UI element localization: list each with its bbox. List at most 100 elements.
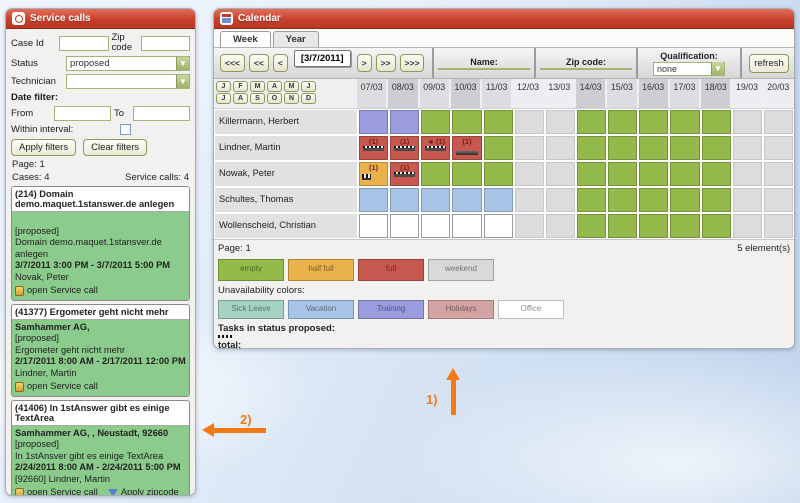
- calendar-cell[interactable]: [639, 110, 669, 134]
- calendar-cell[interactable]: [483, 110, 513, 134]
- calendar-cell[interactable]: [639, 214, 669, 238]
- month-button[interactable]: D: [301, 93, 316, 104]
- month-button[interactable]: J: [216, 93, 231, 104]
- calendar-cell[interactable]: [483, 188, 513, 212]
- calendar-cell[interactable]: [763, 188, 793, 212]
- calendar-cell[interactable]: [701, 214, 731, 238]
- calendar-cell[interactable]: [452, 188, 482, 212]
- calendar-cell[interactable]: [608, 188, 638, 212]
- calendar-cell[interactable]: [390, 188, 420, 212]
- zip-code-input[interactable]: [140, 35, 190, 51]
- calendar-cell[interactable]: [576, 110, 607, 134]
- nav-forward-button[interactable]: >: [356, 54, 372, 72]
- apply-zipcode-link[interactable]: Apply zipcode: [107, 487, 179, 495]
- month-button[interactable]: M: [284, 81, 299, 92]
- calendar-cell[interactable]: [576, 214, 607, 238]
- month-button[interactable]: N: [284, 93, 299, 104]
- calendar-cell[interactable]: [732, 136, 762, 160]
- nav-back-button[interactable]: <<: [248, 54, 269, 72]
- calendar-cell[interactable]: [514, 162, 544, 186]
- calendar-cell[interactable]: [763, 110, 793, 134]
- apply-filters-button[interactable]: Apply filters: [11, 139, 77, 156]
- month-button[interactable]: J: [301, 81, 316, 92]
- calendar-cell[interactable]: [545, 162, 575, 186]
- calendar-cell[interactable]: [545, 136, 575, 160]
- calendar-cell[interactable]: [701, 188, 731, 212]
- calendar-cell[interactable]: [545, 110, 575, 134]
- calendar-cell[interactable]: [421, 110, 451, 134]
- calendar-cell[interactable]: [763, 162, 793, 186]
- calendar-cell[interactable]: [483, 214, 513, 238]
- calendar-cell[interactable]: [452, 162, 482, 186]
- calendar-cell[interactable]: [670, 110, 700, 134]
- calendar-cell[interactable]: [732, 110, 762, 134]
- status-select[interactable]: proposed ▼: [66, 56, 190, 71]
- calendar-cell[interactable]: [421, 214, 451, 238]
- case-id-input[interactable]: [59, 35, 109, 51]
- calendar-cell[interactable]: [359, 188, 389, 212]
- calendar-cell[interactable]: [701, 136, 731, 160]
- calendar-cell[interactable]: [514, 110, 544, 134]
- calendar-cell[interactable]: [670, 214, 700, 238]
- calendar-cell[interactable]: [608, 214, 638, 238]
- calendar-cell[interactable]: [483, 136, 513, 160]
- calendar-cell[interactable]: [763, 214, 793, 238]
- calendar-cell[interactable]: [390, 110, 420, 134]
- calendar-cell[interactable]: [421, 162, 451, 186]
- calendar-cell[interactable]: [452, 214, 482, 238]
- open-service-call-link[interactable]: open Service call: [15, 381, 98, 393]
- calendar-cell[interactable]: [639, 162, 669, 186]
- within-interval-checkbox[interactable]: [120, 124, 131, 135]
- name-filter-input[interactable]: [438, 67, 530, 70]
- calendar-cell[interactable]: [670, 188, 700, 212]
- tab-year[interactable]: Year: [272, 31, 319, 47]
- calendar-cell[interactable]: [639, 136, 669, 160]
- calendar-cell[interactable]: (1): [390, 136, 420, 160]
- calendar-cell[interactable]: [545, 188, 575, 212]
- calendar-cell[interactable]: [514, 214, 544, 238]
- calendar-cell[interactable]: [576, 188, 607, 212]
- calendar-cell[interactable]: [576, 136, 607, 160]
- qualification-select[interactable]: none ▼: [653, 61, 725, 76]
- calendar-cell[interactable]: [359, 110, 389, 134]
- current-date-button[interactable]: [3/7/2011]: [293, 49, 351, 67]
- calendar-cell[interactable]: [421, 188, 451, 212]
- zip-filter-input[interactable]: [540, 67, 632, 70]
- calendar-cell[interactable]: [639, 188, 669, 212]
- calendar-cell[interactable]: [763, 136, 793, 160]
- calendar-cell[interactable]: [390, 214, 420, 238]
- calendar-cell[interactable]: [359, 214, 389, 238]
- nav-forward-button[interactable]: >>>: [399, 54, 425, 72]
- calendar-cell[interactable]: [732, 214, 762, 238]
- nav-back-button[interactable]: <<<: [220, 54, 245, 72]
- open-service-call-link[interactable]: open Service call: [15, 487, 98, 495]
- from-input[interactable]: [54, 106, 111, 121]
- calendar-cell[interactable]: [514, 188, 544, 212]
- technician-select[interactable]: ▼: [66, 74, 190, 89]
- calendar-cell[interactable]: [452, 110, 482, 134]
- calendar-cell[interactable]: [732, 188, 762, 212]
- calendar-cell[interactable]: [608, 110, 638, 134]
- month-button[interactable]: J: [216, 81, 231, 92]
- calendar-cell[interactable]: [483, 162, 513, 186]
- calendar-cell[interactable]: [701, 110, 731, 134]
- calendar-cell[interactable]: [545, 214, 575, 238]
- tab-week[interactable]: Week: [220, 31, 271, 47]
- calendar-cell[interactable]: [514, 136, 544, 160]
- calendar-cell[interactable]: ◄ (1): [421, 136, 451, 160]
- calendar-cell[interactable]: [670, 136, 700, 160]
- month-button[interactable]: O: [267, 93, 282, 104]
- refresh-button[interactable]: refresh: [749, 53, 789, 73]
- calendar-cell[interactable]: [732, 162, 762, 186]
- calendar-cell[interactable]: (1): [359, 162, 389, 186]
- open-service-call-link[interactable]: open Service call: [15, 285, 98, 297]
- month-button[interactable]: A: [233, 93, 248, 104]
- to-input[interactable]: [133, 106, 190, 121]
- calendar-cell[interactable]: (1): [359, 136, 389, 160]
- nav-forward-button[interactable]: >>: [375, 54, 396, 72]
- calendar-cell[interactable]: [670, 162, 700, 186]
- nav-back-button[interactable]: <: [272, 54, 288, 72]
- month-button[interactable]: F: [233, 81, 248, 92]
- month-button[interactable]: A: [267, 81, 282, 92]
- month-button[interactable]: M: [250, 81, 265, 92]
